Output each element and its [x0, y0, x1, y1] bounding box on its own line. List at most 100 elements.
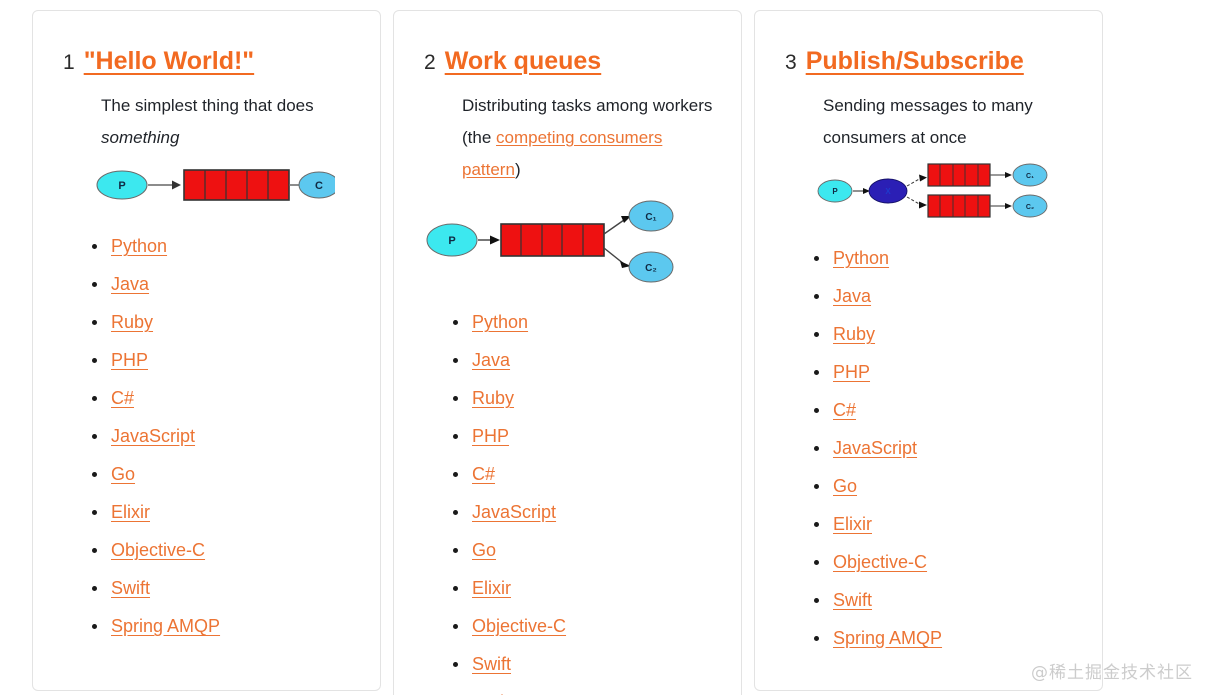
list-item: C#	[89, 379, 364, 417]
language-link-csharp[interactable]: C#	[472, 464, 496, 484]
card-heading: 3 Publish/Subscribe	[785, 47, 1086, 76]
list-item: Java	[89, 265, 364, 303]
card-title-link[interactable]: "Hello World!"	[83, 47, 255, 75]
diagram-publish-subscribe: P X	[817, 160, 1086, 225]
language-list: Python Java Ruby PHP C# JavaScript Go El…	[410, 303, 725, 695]
list-item: JavaScript	[450, 493, 725, 531]
language-link-elixir[interactable]: Elixir	[472, 578, 511, 598]
list-item: Spring AMQP	[811, 619, 1086, 657]
language-link-csharp[interactable]: C#	[111, 388, 135, 408]
svg-text:P: P	[448, 235, 455, 247]
card-heading: 2 Work queues	[424, 47, 725, 76]
list-item: Elixir	[89, 493, 364, 531]
list-item: Objective-C	[811, 543, 1086, 581]
list-item: Go	[89, 455, 364, 493]
queue-node	[183, 169, 290, 201]
language-link-swift[interactable]: Swift	[833, 590, 873, 610]
language-link-python[interactable]: Python	[472, 312, 529, 332]
language-link-go[interactable]: Go	[833, 476, 858, 496]
language-link-objective-c[interactable]: Objective-C	[111, 540, 206, 560]
language-link-go[interactable]: Go	[111, 464, 136, 484]
language-link-spring-amqp[interactable]: Spring AMQP	[111, 616, 221, 636]
language-link-objective-c[interactable]: Objective-C	[833, 552, 928, 572]
list-item: Python	[811, 239, 1086, 277]
list-item: Java	[450, 341, 725, 379]
list-item: Objective-C	[450, 607, 725, 645]
language-link-csharp[interactable]: C#	[833, 400, 857, 420]
language-link-spring-amqp[interactable]: Spring AMQP	[833, 628, 943, 648]
list-item: Swift	[89, 569, 364, 607]
producer-node	[96, 170, 148, 200]
svg-text:P: P	[832, 187, 838, 196]
language-link-spring-amqp[interactable]: Spring AMQP	[472, 692, 581, 695]
list-item: Swift	[811, 581, 1086, 619]
card-title-link[interactable]: Publish/Subscribe	[805, 47, 1024, 75]
language-link-java[interactable]: Java	[833, 286, 872, 306]
language-link-python[interactable]: Python	[833, 248, 890, 268]
language-list: Python Java Ruby PHP C# JavaScript Go El…	[771, 239, 1086, 657]
queue-node-2	[927, 194, 991, 218]
card-number: 2	[424, 51, 436, 74]
queue-node	[500, 223, 605, 257]
consumer-node-2	[1012, 194, 1048, 218]
list-item: Spring AMQP	[89, 607, 364, 645]
queue-node-1	[927, 163, 991, 187]
list-item: PHP	[89, 341, 364, 379]
list-item: Ruby	[811, 315, 1086, 353]
language-link-java[interactable]: Java	[111, 274, 150, 294]
exchange-node	[868, 178, 908, 204]
list-item: Ruby	[89, 303, 364, 341]
competing-consumers-pattern-link[interactable]: competing consumers pattern	[462, 128, 663, 179]
list-item: Go	[450, 531, 725, 569]
language-link-ruby[interactable]: Ruby	[833, 324, 876, 344]
list-item: C#	[450, 455, 725, 493]
language-link-java[interactable]: Java	[472, 350, 511, 370]
language-link-ruby[interactable]: Ruby	[111, 312, 154, 332]
producer-node	[426, 223, 478, 257]
language-link-php[interactable]: PHP	[472, 426, 510, 446]
svg-text:X: X	[885, 187, 891, 196]
list-item: Go	[811, 467, 1086, 505]
card-description: Sending messages to many consumers at on…	[823, 90, 1075, 154]
list-item: JavaScript	[811, 429, 1086, 467]
consumer-node-1	[628, 200, 674, 232]
language-link-javascript[interactable]: JavaScript	[111, 426, 196, 446]
consumer-node-2	[628, 251, 674, 283]
list-item: Spring AMQP	[450, 683, 725, 695]
language-link-php[interactable]: PHP	[111, 350, 149, 370]
tutorial-card-work-queues: 2 Work queues Distributing tasks among w…	[393, 10, 742, 695]
language-link-php[interactable]: PHP	[833, 362, 871, 382]
language-link-swift[interactable]: Swift	[111, 578, 151, 598]
description-lead: The simplest thing that does	[101, 96, 314, 115]
svg-text:C₁: C₁	[1026, 173, 1034, 180]
language-link-go[interactable]: Go	[472, 540, 497, 560]
diagram-producer-queue-consumer: P C	[95, 162, 364, 213]
card-title-link[interactable]: Work queues	[444, 47, 602, 75]
list-item: Swift	[450, 645, 725, 683]
list-item: Ruby	[450, 379, 725, 417]
tutorial-card-grid: 1 "Hello World!" The simplest thing that…	[32, 10, 1103, 695]
language-link-elixir[interactable]: Elixir	[111, 502, 150, 522]
language-link-python[interactable]: Python	[111, 236, 168, 256]
language-link-javascript[interactable]: JavaScript	[472, 502, 557, 522]
list-item: Elixir	[450, 569, 725, 607]
card-number: 1	[63, 51, 75, 74]
list-item: PHP	[811, 353, 1086, 391]
language-link-ruby[interactable]: Ruby	[472, 388, 515, 408]
card-heading: 1 "Hello World!"	[63, 47, 364, 76]
language-link-javascript[interactable]: JavaScript	[833, 438, 918, 458]
list-item: Elixir	[811, 505, 1086, 543]
watermark: @稀土掘金技术社区	[1031, 663, 1193, 683]
list-item: PHP	[450, 417, 725, 455]
language-list: Python Java Ruby PHP C# JavaScript Go El…	[49, 227, 364, 645]
card-number: 3	[785, 51, 797, 74]
svg-text:C₂: C₂	[645, 263, 657, 274]
list-item: Objective-C	[89, 531, 364, 569]
language-link-objective-c[interactable]: Objective-C	[472, 616, 567, 636]
language-link-elixir[interactable]: Elixir	[833, 514, 872, 534]
language-link-swift[interactable]: Swift	[472, 654, 512, 674]
list-item: JavaScript	[89, 417, 364, 455]
description-tail: )	[514, 160, 521, 179]
list-item: Python	[89, 227, 364, 265]
